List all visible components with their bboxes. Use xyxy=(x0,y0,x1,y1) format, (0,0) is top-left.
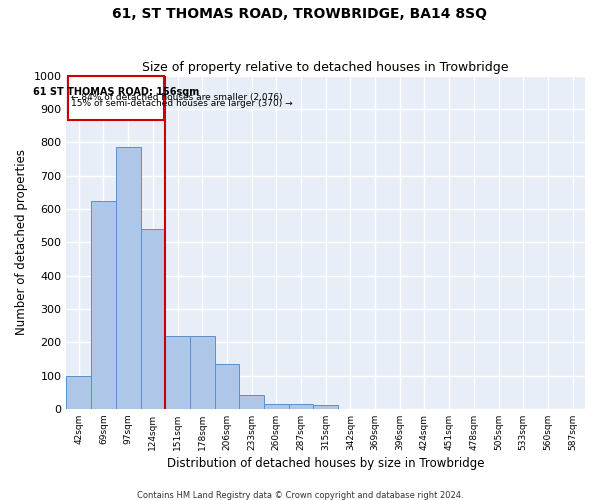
Bar xyxy=(190,336,215,409)
Text: Contains HM Land Registry data © Crown copyright and database right 2024.: Contains HM Land Registry data © Crown c… xyxy=(137,490,463,500)
Bar xyxy=(68,76,164,120)
Bar xyxy=(140,229,165,409)
Text: 15% of semi-detached houses are larger (370) →: 15% of semi-detached houses are larger (… xyxy=(71,99,292,108)
Bar xyxy=(239,396,264,409)
Text: 61 ST THOMAS ROAD: 156sqm: 61 ST THOMAS ROAD: 156sqm xyxy=(32,86,199,97)
Bar xyxy=(264,404,289,409)
Title: Size of property relative to detached houses in Trowbridge: Size of property relative to detached ho… xyxy=(142,62,509,74)
Bar xyxy=(313,406,338,409)
Bar xyxy=(165,336,190,409)
Y-axis label: Number of detached properties: Number of detached properties xyxy=(15,149,28,335)
Bar xyxy=(289,404,313,409)
Bar xyxy=(91,200,116,409)
Bar xyxy=(116,148,140,409)
X-axis label: Distribution of detached houses by size in Trowbridge: Distribution of detached houses by size … xyxy=(167,457,484,470)
Text: 61, ST THOMAS ROAD, TROWBRIDGE, BA14 8SQ: 61, ST THOMAS ROAD, TROWBRIDGE, BA14 8SQ xyxy=(113,8,487,22)
Text: ← 84% of detached houses are smaller (2,076): ← 84% of detached houses are smaller (2,… xyxy=(71,93,283,102)
Bar xyxy=(67,376,91,409)
Bar xyxy=(215,364,239,409)
